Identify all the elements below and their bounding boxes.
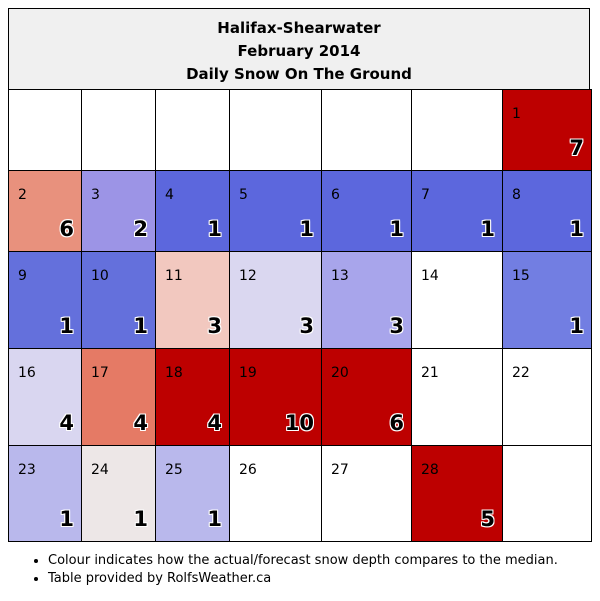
day-cell-20: 20 6 [321, 348, 412, 446]
period-title: February 2014 [237, 42, 361, 60]
calendar-week-row: 23 1 24 1 25 1 26 27 28 5 [8, 445, 592, 542]
empty-cell [81, 89, 156, 171]
snow-depth-value: 7 [569, 136, 584, 160]
day-number: 24 [91, 462, 109, 478]
day-cell-13: 13 3 [321, 251, 412, 349]
snow-depth-value: 1 [569, 217, 584, 241]
day-number: 16 [18, 365, 36, 381]
snow-depth-value: 1 [569, 314, 584, 338]
day-cell-23: 23 1 [8, 445, 82, 542]
empty-cell [321, 89, 412, 171]
snow-depth-value: 3 [207, 314, 222, 338]
snow-depth-value: 1 [207, 217, 222, 241]
day-number: 22 [512, 365, 530, 381]
day-number: 13 [331, 268, 349, 284]
day-number: 26 [239, 462, 257, 478]
day-number: 2 [18, 187, 27, 203]
note-colour: Colour indicates how the actual/forecast… [48, 552, 558, 570]
day-number: 20 [331, 365, 349, 381]
snow-depth-value: 6 [389, 411, 404, 435]
day-cell-28: 28 5 [411, 445, 503, 542]
snow-depth-value: 4 [207, 411, 222, 435]
snow-depth-value: 1 [207, 507, 222, 531]
day-number: 17 [91, 365, 109, 381]
day-number: 19 [239, 365, 257, 381]
day-number: 18 [165, 365, 183, 381]
snow-depth-value: 1 [299, 217, 314, 241]
day-cell-19: 19 10 [229, 348, 322, 446]
day-number: 4 [165, 187, 174, 203]
snow-depth-value: 3 [389, 314, 404, 338]
day-number: 1 [512, 106, 521, 122]
calendar-week-row: 16 4 17 4 18 4 19 10 20 6 21 22 [8, 348, 592, 446]
snow-depth-value: 1 [480, 217, 495, 241]
day-cell-24: 24 1 [81, 445, 156, 542]
day-number: 8 [512, 187, 521, 203]
snow-depth-value: 3 [299, 314, 314, 338]
day-number: 9 [18, 268, 27, 284]
snow-depth-value: 4 [59, 411, 74, 435]
day-number: 11 [165, 268, 183, 284]
day-number: 28 [421, 462, 439, 478]
empty-cell [411, 89, 503, 171]
snow-depth-value: 2 [133, 217, 148, 241]
snow-depth-value: 6 [59, 217, 74, 241]
day-cell-12: 12 3 [229, 251, 322, 349]
day-number: 6 [331, 187, 340, 203]
day-cell-21: 21 [411, 348, 503, 446]
snow-depth-value: 5 [480, 507, 495, 531]
day-number: 25 [165, 462, 183, 478]
table-header: Halifax-Shearwater February 2014 Daily S… [8, 8, 590, 89]
day-number: 27 [331, 462, 349, 478]
day-number: 12 [239, 268, 257, 284]
day-number: 7 [421, 187, 430, 203]
day-number: 14 [421, 268, 439, 284]
snow-depth-value: 4 [133, 411, 148, 435]
snow-depth-value: 1 [133, 314, 148, 338]
chart-subtitle: Daily Snow On The Ground [186, 65, 412, 83]
day-cell-18: 18 4 [155, 348, 230, 446]
empty-cell [502, 445, 592, 542]
notes-list: Colour indicates how the actual/forecast… [28, 552, 558, 588]
snow-depth-value: 1 [59, 507, 74, 531]
day-number: 23 [18, 462, 36, 478]
day-number: 10 [91, 268, 109, 284]
snow-depth-value: 1 [389, 217, 404, 241]
day-cell-27: 27 [321, 445, 412, 542]
snow-depth-value: 1 [133, 507, 148, 531]
snow-calendar: 1 7 2 6 3 2 4 1 5 1 6 1 7 1 8 1 9 1 10 1 11 3 12 3 13 3 14 15 1 16 4 17… [8, 89, 592, 542]
day-number: 5 [239, 187, 248, 203]
day-number: 21 [421, 365, 439, 381]
day-cell-10: 10 1 [81, 251, 156, 349]
day-cell-11: 11 3 [155, 251, 230, 349]
day-number: 3 [91, 187, 100, 203]
day-cell-15: 15 1 [502, 251, 592, 349]
calendar-week-row: 9 1 10 1 11 3 12 3 13 3 14 15 1 [8, 251, 592, 349]
note-source: Table provided by RolfsWeather.ca [48, 570, 558, 588]
day-number: 15 [512, 268, 530, 284]
day-cell-25: 25 1 [155, 445, 230, 542]
day-cell-16: 16 4 [8, 348, 82, 446]
station-title: Halifax-Shearwater [217, 19, 381, 37]
empty-cell [155, 89, 230, 171]
snow-depth-value: 1 [59, 314, 74, 338]
day-cell-17: 17 4 [81, 348, 156, 446]
day-cell-22: 22 [502, 348, 592, 446]
day-cell-26: 26 [229, 445, 322, 542]
empty-cell [229, 89, 322, 171]
day-cell-14: 14 [411, 251, 503, 349]
snow-depth-value: 10 [284, 411, 314, 435]
empty-cell [8, 89, 82, 171]
